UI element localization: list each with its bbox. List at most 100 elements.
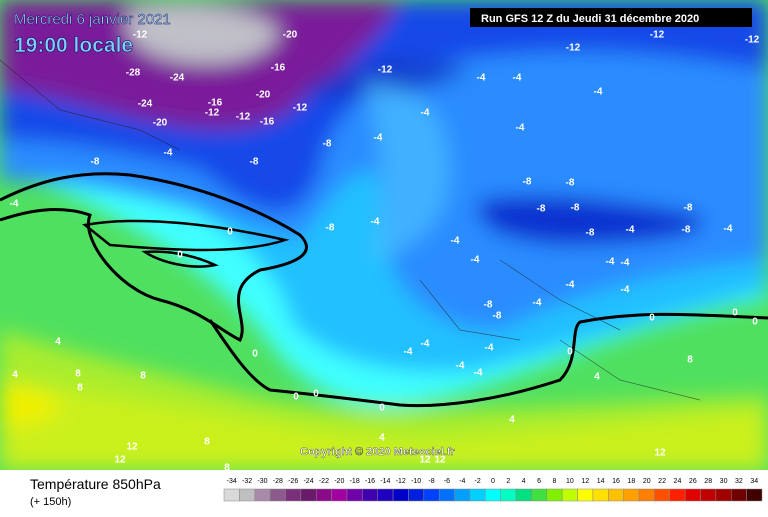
contour-label: -20 — [283, 30, 298, 41]
scale-swatch — [346, 488, 363, 502]
contour-label: 12 — [126, 442, 138, 453]
scale-label: -28 — [273, 478, 283, 485]
map-field — [0, 0, 768, 470]
scale-label: 28 — [704, 478, 712, 485]
scale-swatch — [561, 488, 578, 502]
scale-swatch — [531, 488, 548, 502]
scale-swatch — [469, 488, 486, 502]
scale-swatch — [423, 488, 440, 502]
scale-swatch — [438, 488, 455, 502]
scale-label: 34 — [750, 478, 758, 485]
scale-swatch — [515, 488, 532, 502]
contour-label: -8 — [537, 204, 546, 215]
scale-label: -30 — [257, 478, 267, 485]
contour-label: -8 — [523, 177, 532, 188]
scale-label: 16 — [612, 478, 620, 485]
scale-swatch — [731, 488, 747, 502]
run-box — [470, 8, 752, 27]
run-text: Run GFS 12 Z du Jeudi 31 décembre 2020 — [481, 13, 699, 25]
contour-label: -28 — [126, 68, 141, 79]
contour-label: -8 — [91, 157, 100, 168]
scale-swatch — [454, 488, 471, 502]
contour-label: 12 — [654, 448, 666, 459]
contour-label: -4 — [164, 148, 173, 159]
scale-label: -26 — [288, 478, 298, 485]
scale-label: -12 — [396, 478, 406, 485]
color-scale: -34 -32 -30 -28 -26 -24 -22 -20 -18 -16 -14 -12 -10-… — [223, 478, 763, 502]
contour-label: -4 — [451, 236, 460, 247]
time-text: 19:00 locale — [14, 34, 133, 57]
contour-label: -4 — [626, 225, 635, 236]
contour-label: 0 — [313, 389, 319, 400]
contour-label: -4 — [606, 257, 615, 268]
scale-label: 30 — [720, 478, 728, 485]
scale-label: 10 — [566, 478, 574, 485]
scale-swatch — [592, 488, 609, 502]
contour-label: -12 — [205, 108, 220, 119]
scale-swatch — [669, 488, 686, 502]
legend-title: Température 850hPa — [30, 476, 161, 492]
scale-label: -32 — [242, 478, 252, 485]
contour-label: -20 — [153, 118, 168, 129]
contour-label: -4 — [533, 298, 542, 309]
contour-label: -12 — [236, 112, 251, 123]
contour-label: 8 — [140, 371, 146, 382]
scale-label: -34 — [227, 478, 237, 485]
contour-label: -16 — [271, 63, 286, 74]
legend-lead: (+ 150h) — [30, 496, 71, 508]
scale-label: 20 — [643, 478, 651, 485]
scale-label: 2 — [506, 478, 510, 485]
scale-label: 12 — [581, 478, 589, 485]
scale-swatch — [638, 488, 655, 502]
scale-label: 0 — [491, 478, 495, 485]
scale-label: 24 — [674, 478, 682, 485]
contour-label: -8 — [571, 203, 580, 214]
contour-label: 8 — [687, 355, 693, 366]
scale-label: -18 — [350, 478, 360, 485]
scale-swatch — [608, 488, 624, 502]
contour-label: -8 — [250, 157, 259, 168]
contour-label: -12 — [378, 65, 393, 76]
date-text: Mercredi 6 janvier 2021 — [14, 11, 171, 28]
contour-label: 12 — [114, 455, 126, 466]
scale-label: 26 — [689, 478, 697, 485]
contour-label: -20 — [256, 90, 271, 101]
contour-label: -16 — [260, 117, 275, 128]
scale-swatch — [239, 488, 255, 502]
contour-label: -4 — [474, 368, 483, 379]
contour-label: 0 — [227, 227, 233, 238]
contour-label: -8 — [684, 203, 693, 214]
contour-label: -4 — [485, 343, 494, 354]
contour-label: -4 — [456, 361, 465, 372]
contour-label: 8 — [75, 369, 81, 380]
scale-swatch — [546, 488, 563, 502]
scale-swatch — [331, 488, 348, 502]
contour-label: 8 — [77, 383, 83, 394]
contour-label: 4 — [379, 433, 385, 444]
scale-swatch — [377, 488, 394, 502]
contour-label: 0 — [752, 317, 758, 328]
scale-swatch — [254, 488, 271, 502]
scale-label: 32 — [735, 478, 743, 485]
scale-swatch — [315, 488, 332, 502]
scale-swatch — [392, 488, 409, 502]
scale-swatch — [577, 488, 594, 502]
contour-label: -8 — [493, 311, 502, 322]
scale-label: 8 — [553, 478, 557, 485]
contour-label: 0 — [649, 313, 655, 324]
contour-label: 8 — [224, 463, 230, 474]
scale-swatch — [715, 488, 732, 502]
contour-label: 12 — [419, 455, 431, 466]
scale-swatch — [362, 488, 378, 502]
contour-label: -8 — [484, 300, 493, 311]
contour-label: 4 — [509, 415, 515, 426]
contour-label: -24 — [170, 73, 185, 84]
contour-label: -16 — [208, 98, 223, 109]
contour-label: 4 — [594, 372, 600, 383]
contour-label: 4 — [55, 337, 61, 348]
contour-label: -24 — [138, 99, 153, 110]
contour-label: 8 — [204, 437, 210, 448]
scale-swatch — [269, 488, 286, 502]
contour-label: -4 — [371, 217, 380, 228]
